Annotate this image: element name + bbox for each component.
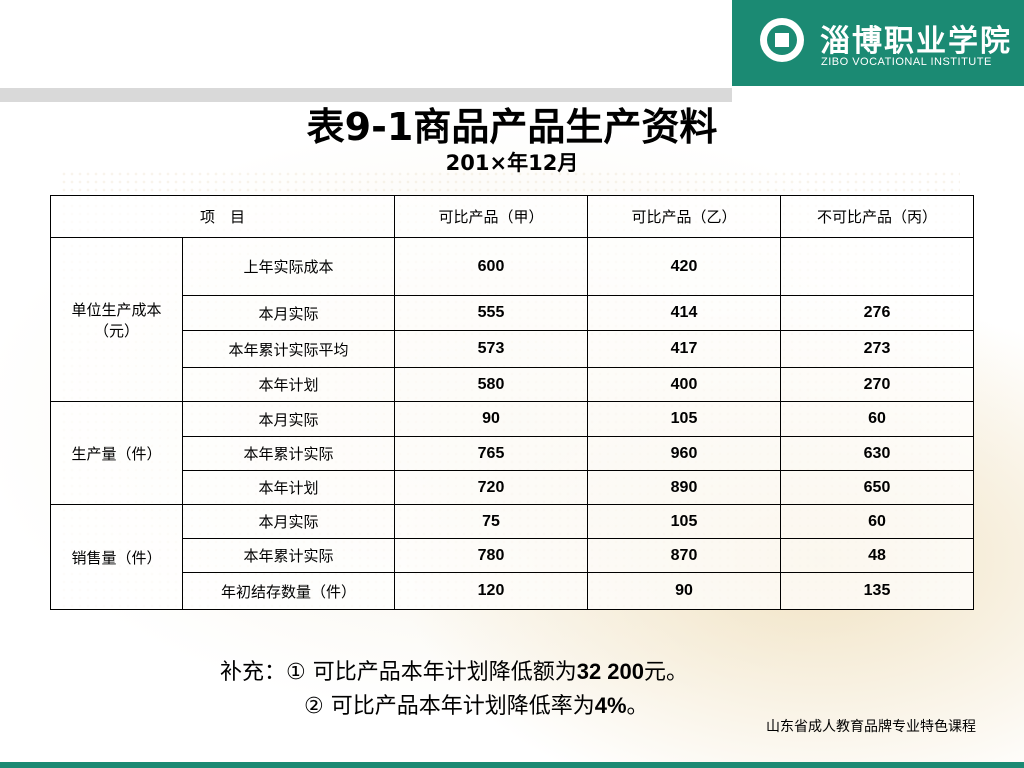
cell-jia: 600 <box>394 237 589 296</box>
cell-bing: 276 <box>780 295 975 331</box>
supplement-line-1-suffix: 元。 <box>644 660 689 685</box>
table-row: 本年累计实际平均 573 417 273 <box>51 330 975 368</box>
cell-jia: 780 <box>394 538 589 573</box>
school-emblem-ring <box>767 25 797 55</box>
cell-yi: 105 <box>587 504 782 539</box>
footer-brand-text: 山东省成人教育品牌专业特色课程 <box>766 719 976 735</box>
row-item: 年初结存数量（件） <box>181 572 396 610</box>
cell-bing: 270 <box>780 367 975 402</box>
group-label: 销售量（件） <box>50 504 183 610</box>
row-item: 本年累计实际 <box>181 436 396 471</box>
cell-yi: 90 <box>587 572 782 610</box>
row-item: 本年计划 <box>181 367 396 402</box>
row-item: 本年累计实际平均 <box>181 330 396 368</box>
cell-jia: 580 <box>394 367 589 402</box>
school-emblem-icon <box>760 18 804 62</box>
table-row: 本年计划 720 890 650 <box>51 470 975 505</box>
supplement-line-1: 补充：① 可比产品本年计划降低额为32 200元。 <box>220 655 688 689</box>
supplement-line-2-value: 4% <box>594 693 627 718</box>
cell-jia: 120 <box>394 572 589 610</box>
cell-jia: 720 <box>394 470 589 505</box>
cell-bing: 48 <box>780 538 975 573</box>
header-product-bing: 不可比产品（丙） <box>780 195 975 238</box>
cell-bing <box>780 237 975 296</box>
school-name-cn: 淄博职业学院 <box>820 24 1012 59</box>
supplement-line-2-text: ② 可比产品本年计划降低率为 <box>304 694 595 719</box>
cell-bing: 630 <box>780 436 975 471</box>
header-product-yi: 可比产品（乙） <box>587 195 782 238</box>
bottom-decor-bar <box>0 762 1024 768</box>
cell-yi: 890 <box>587 470 782 505</box>
top-decor-bar <box>0 88 732 102</box>
table-row: 本年累计实际 765 960 630 <box>51 436 975 471</box>
production-data-table: 项 目 可比产品（甲） 可比产品（乙） 不可比产品（丙） 单位生产成本（元） 上… <box>49 195 975 610</box>
supplement-line-2-suffix: 。 <box>626 694 649 719</box>
header-item: 项 目 <box>49 195 396 238</box>
header-product-jia: 可比产品（甲） <box>394 195 589 238</box>
row-item: 本月实际 <box>181 295 396 331</box>
cell-bing: 135 <box>780 572 975 610</box>
school-emblem-core <box>775 33 789 47</box>
cell-yi: 870 <box>587 538 782 573</box>
cell-jia: 555 <box>394 295 589 331</box>
cell-yi: 400 <box>587 367 782 402</box>
table-header-row: 项 目 可比产品（甲） 可比产品（乙） 不可比产品（丙） <box>49 195 975 238</box>
row-item: 本年累计实际 <box>181 538 396 573</box>
cell-jia: 573 <box>394 330 589 368</box>
row-item: 本年计划 <box>181 470 396 505</box>
cell-yi: 960 <box>587 436 782 471</box>
school-name-en: ZIBO VOCATIONAL INSTITUTE <box>821 56 992 68</box>
cell-yi: 420 <box>587 237 782 296</box>
cell-jia: 90 <box>394 401 589 437</box>
table-row: 年初结存数量（件） 120 90 135 <box>51 572 975 610</box>
cell-yi: 417 <box>587 330 782 368</box>
supplement-note: 补充：① 可比产品本年计划降低额为32 200元。 ② 可比产品本年计划降低率为… <box>220 655 688 723</box>
table-row: 单位生产成本（元） 上年实际成本 600 420 <box>50 237 975 402</box>
table-row: 本月实际 555 414 276 <box>51 295 975 331</box>
table-row: 本年累计实际 780 870 48 <box>51 538 975 573</box>
table-row: 销售量（件） 本月实际 75 105 60 <box>50 504 975 610</box>
cell-jia: 765 <box>394 436 589 471</box>
school-logo-panel: 淄博职业学院 ZIBO VOCATIONAL INSTITUTE <box>732 0 1024 86</box>
page-date: 201×年12月 <box>445 151 579 175</box>
cell-yi: 414 <box>587 295 782 331</box>
row-item: 本月实际 <box>181 504 396 539</box>
supplement-line-1-value: 32 200 <box>576 659 645 684</box>
group-label: 生产量（件） <box>50 401 183 505</box>
row-item: 本月实际 <box>181 401 396 437</box>
supplement-line-1-text: 补充：① 可比产品本年计划降低额为 <box>220 660 577 685</box>
table-row: 生产量（件） 本月实际 90 105 60 <box>50 401 975 505</box>
page-title: 表9-1商品产品生产资料 <box>306 105 718 149</box>
cell-bing: 60 <box>780 401 975 437</box>
cell-bing: 273 <box>780 330 975 368</box>
supplement-line-2: ② 可比产品本年计划降低率为4%。 <box>220 689 688 723</box>
cell-bing: 650 <box>780 470 975 505</box>
table-row: 本年计划 580 400 270 <box>51 367 975 402</box>
cell-yi: 105 <box>587 401 782 437</box>
row-item: 上年实际成本 <box>181 237 396 296</box>
cell-bing: 60 <box>780 504 975 539</box>
cell-jia: 75 <box>394 504 589 539</box>
group-label: 单位生产成本（元） <box>50 237 183 402</box>
